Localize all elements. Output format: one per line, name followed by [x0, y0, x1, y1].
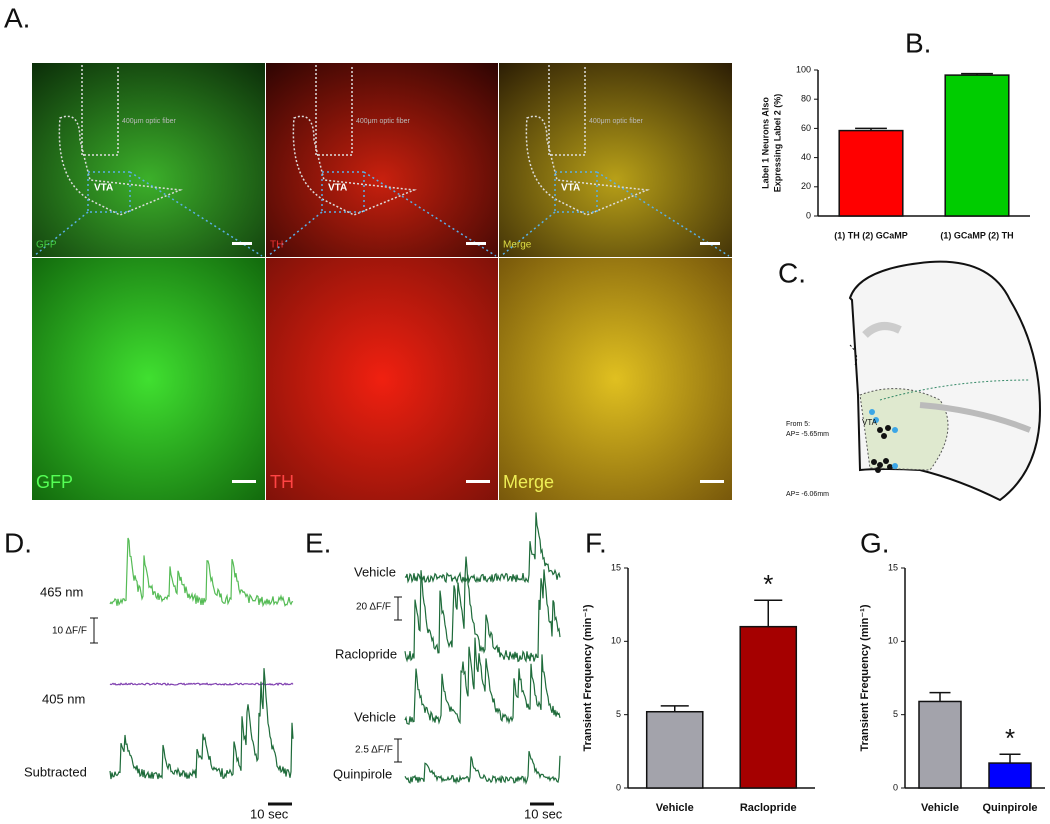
trace: [404, 637, 561, 725]
fiber-label: 400μm optic fiber: [122, 118, 177, 125]
y-axis-label: Transient Frequency (min⁻¹): [582, 604, 594, 751]
micrograph-grid: 400μm optic fiber 400μm optic fiber 400μ…: [32, 63, 732, 500]
micrograph: [32, 258, 265, 500]
y-tick-label: 15: [611, 562, 621, 572]
scale-label: 2.5 ΔF/F: [355, 745, 393, 756]
trace-label: Vehicle: [354, 709, 396, 724]
y-tick-label: 15: [888, 562, 898, 572]
channel-label: GFP: [36, 472, 73, 492]
micrograph: [499, 63, 732, 257]
bar: [838, 129, 904, 217]
bar: [918, 700, 962, 789]
panel-label: D.: [4, 527, 32, 558]
trace-label: 465 nm: [40, 584, 83, 599]
x-tick-label: Vehicle: [656, 802, 694, 814]
scale-label: 10 ΔF/F: [52, 626, 87, 637]
trace-label: Vehicle: [354, 564, 396, 579]
error-bar: [660, 705, 689, 712]
fiber-sites: [871, 425, 893, 473]
x-tick-label: (1) TH (2) GCaMP: [834, 230, 908, 240]
bar-chart: 0 5 10 15 Transient Frequency (min⁻¹) Vehicle…: [582, 562, 815, 814]
micrograph: [32, 63, 265, 257]
y-tick-label: 10: [611, 636, 621, 646]
channel-label: Merge: [503, 240, 532, 251]
error-bar: [999, 753, 1021, 764]
bar-chart: 0 20 40 60 80 100 Label 1 Neurons Also Expressi…: [760, 64, 1030, 240]
trace: [109, 537, 294, 608]
y-axis-label: Transient Frequency (min⁻¹): [859, 604, 871, 751]
panel-label: G.: [860, 527, 890, 558]
channel-label: Merge: [503, 472, 554, 492]
y-tick-label: 80: [801, 94, 811, 104]
y-tick-label: 5: [616, 709, 621, 719]
panel-label: F.: [585, 527, 607, 558]
y-tick-label: 60: [801, 123, 811, 133]
fiber-label: 400μm optic fiber: [589, 118, 644, 125]
panel-label: C.: [778, 257, 806, 288]
fiber-label: 400μm optic fiber: [356, 118, 411, 125]
significance-label: *: [1005, 723, 1015, 753]
trace: [109, 682, 294, 687]
region-label: VTA: [561, 183, 580, 194]
error-bar: [754, 599, 783, 627]
panel-label: E.: [305, 527, 331, 558]
trace: [404, 512, 561, 584]
scale-bar: [394, 738, 402, 763]
x-tick-label: Raclopride: [740, 802, 797, 814]
bar: [645, 710, 704, 789]
micrograph: [266, 258, 498, 500]
scale-label: 20 ΔF/F: [356, 602, 391, 613]
error-bar: [855, 127, 887, 131]
scale-bars: [232, 242, 724, 483]
panel-label: A.: [4, 2, 30, 33]
y-axis-label: Label 1 Neurons Also: [760, 97, 770, 189]
scale-label: 10 sec: [250, 806, 289, 821]
trace-label: 405 nm: [42, 691, 85, 706]
bar-chart: 0 5 10 15 Transient Frequency (min⁻¹) Vehicle…: [859, 562, 1045, 814]
y-tick-label: 100: [796, 64, 811, 74]
bar: [988, 762, 1032, 789]
bar: [944, 74, 1010, 217]
region-label: VTA: [328, 183, 347, 194]
y-tick-label: 20: [801, 181, 811, 191]
error-bar: [929, 691, 951, 702]
significance-label: *: [763, 569, 773, 599]
bar: [739, 625, 798, 789]
x-tick-label: Vehicle: [921, 802, 959, 814]
micrograph: [266, 63, 498, 257]
trace: [109, 668, 294, 780]
x-tick-label: (1) GCaMP (2) TH: [940, 230, 1013, 240]
x-tick-label: Quinpirole: [983, 802, 1038, 814]
y-tick-label: 0: [806, 210, 811, 220]
y-tick-label: 10: [888, 636, 898, 646]
schematic-note: From 5:: [786, 421, 810, 428]
micrograph: [499, 258, 732, 500]
scale-bar: [394, 596, 402, 621]
error-bar: [961, 72, 993, 76]
trace-label: Subtracted: [24, 764, 87, 779]
channel-label: TH: [270, 472, 294, 492]
channel-label: GFP: [36, 240, 57, 251]
y-tick-label: 0: [616, 782, 621, 792]
trace: [404, 751, 561, 786]
fiber-sites: [869, 409, 898, 469]
trace: [404, 556, 561, 663]
channel-label: TH: [270, 240, 283, 251]
scale-bar: [90, 617, 98, 644]
panel-label: B.: [905, 27, 931, 58]
y-tick-label: 5: [893, 709, 898, 719]
schematic-note: AP= -5.65mm: [786, 431, 829, 438]
trace-label: Quinpirole: [333, 766, 392, 781]
y-tick-label: 40: [801, 152, 811, 162]
schematic-note: AP= -6.06mm: [786, 491, 829, 498]
y-axis-label: Expressing Label 2 (%): [772, 94, 782, 193]
y-tick-label: 0: [893, 782, 898, 792]
scale-label: 10 sec: [524, 806, 563, 821]
brain-schematic: VTA From 5: AP= -5.65mm AP= -6.06mm: [786, 260, 1042, 502]
trace-label: Raclopride: [335, 646, 397, 661]
outlines: [58, 65, 650, 216]
region-label: VTA: [862, 418, 878, 427]
region-label: VTA: [94, 183, 113, 194]
